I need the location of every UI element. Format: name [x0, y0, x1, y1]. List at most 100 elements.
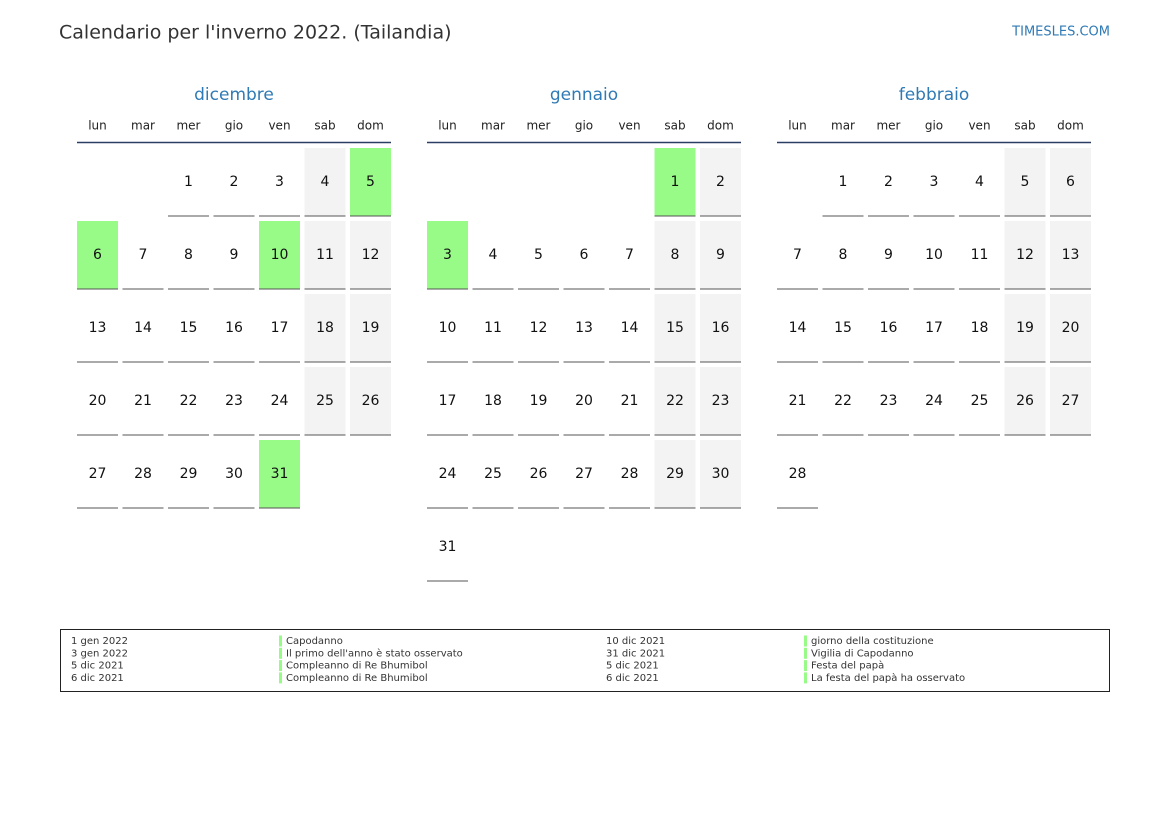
legend-box [60, 629, 1110, 692]
day: 28 [789, 466, 807, 482]
day: 6 [93, 247, 102, 263]
weekday: ven [968, 119, 990, 133]
weekday: gio [925, 119, 943, 133]
holiday-marker [279, 660, 282, 672]
weekday: mar [481, 119, 505, 133]
day: 18 [484, 393, 502, 409]
holiday-name: Festa del papà [811, 660, 884, 672]
day: 13 [1062, 247, 1080, 263]
day: 13 [89, 320, 107, 336]
day: 5 [366, 174, 375, 190]
day: 25 [316, 393, 334, 409]
day: 22 [180, 393, 198, 409]
day: 17 [925, 320, 943, 336]
day: 28 [621, 466, 639, 482]
weekend-cell [700, 148, 741, 216]
day: 25 [971, 393, 989, 409]
day: 24 [439, 466, 457, 482]
site-link[interactable]: TIMESLES.COM [1011, 25, 1110, 40]
day: 26 [362, 393, 380, 409]
day: 14 [789, 320, 807, 336]
holiday-marker [279, 635, 282, 647]
day: 12 [1016, 247, 1034, 263]
day: 19 [530, 393, 548, 409]
weekday: dom [707, 119, 734, 133]
day: 8 [839, 247, 848, 263]
weekend-cell [304, 221, 346, 289]
day: 7 [139, 247, 148, 263]
day: 15 [180, 320, 198, 336]
month-name: febbraio [899, 85, 970, 105]
day: 11 [316, 247, 334, 263]
day: 23 [712, 393, 730, 409]
day: 10 [271, 247, 289, 263]
weekend-cell [304, 367, 346, 435]
weekend-cell [700, 367, 741, 435]
weekend-cell [1050, 148, 1091, 216]
day: 10 [925, 247, 943, 263]
weekend-cell [1004, 367, 1046, 435]
day: 31 [271, 466, 289, 482]
weekday: mer [876, 119, 900, 133]
day: 17 [439, 393, 457, 409]
weekday: lun [88, 119, 107, 133]
day: 9 [716, 247, 725, 263]
day: 11 [971, 247, 989, 263]
day: 29 [666, 466, 684, 482]
weekend-cell [350, 221, 391, 289]
weekday: lun [438, 119, 457, 133]
day: 12 [362, 247, 380, 263]
weekday: sab [664, 119, 685, 133]
day: 14 [621, 320, 639, 336]
holiday-date: 6 dic 2021 [606, 673, 659, 684]
holiday-date: 6 dic 2021 [71, 673, 124, 684]
holiday-marker [804, 635, 807, 647]
weekend-cell [1050, 294, 1091, 362]
day: 26 [530, 466, 548, 482]
holiday-name: Capodanno [286, 636, 343, 647]
weekend-cell [654, 367, 696, 435]
day: 31 [439, 539, 457, 555]
day: 18 [316, 320, 334, 336]
day: 10 [439, 320, 457, 336]
weekday: sab [314, 119, 335, 133]
day: 16 [880, 320, 898, 336]
day: 7 [793, 247, 802, 263]
day: 1 [184, 174, 193, 190]
day: 11 [484, 320, 502, 336]
day: 8 [671, 247, 680, 263]
day: 20 [89, 393, 107, 409]
holiday-marker [279, 647, 282, 659]
day: 25 [484, 466, 502, 482]
day: 9 [884, 247, 893, 263]
day: 20 [575, 393, 593, 409]
day: 15 [834, 320, 852, 336]
weekend-cell [654, 294, 696, 362]
weekday: dom [357, 119, 384, 133]
day: 22 [666, 393, 684, 409]
weekend-cell [700, 221, 741, 289]
weekend-cell [350, 294, 391, 362]
day: 19 [362, 320, 380, 336]
day: 16 [712, 320, 730, 336]
day: 18 [971, 320, 989, 336]
holiday-date: 1 gen 2022 [71, 636, 128, 647]
holiday-date: 31 dic 2021 [606, 648, 665, 659]
day: 1 [839, 174, 848, 190]
title: Calendario per l'inverno 2022. (Tailandi… [59, 22, 452, 44]
holiday-cell [427, 221, 468, 289]
holiday-marker [804, 672, 807, 684]
holiday-name: La festa del papà ha osservato [811, 672, 965, 684]
day: 19 [1016, 320, 1034, 336]
holiday-cell [77, 221, 118, 289]
day: 2 [716, 174, 725, 190]
day: 23 [880, 393, 898, 409]
day: 24 [271, 393, 289, 409]
day: 2 [884, 174, 893, 190]
holiday-marker [279, 672, 282, 684]
day: 21 [789, 393, 807, 409]
day: 27 [1062, 393, 1080, 409]
holiday-cell [259, 440, 300, 508]
